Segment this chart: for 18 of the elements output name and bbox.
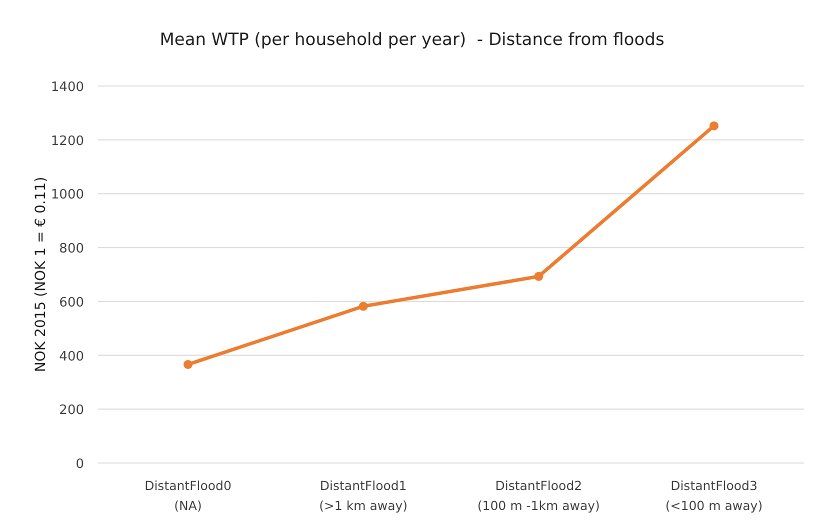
y-tick-label: 1200	[50, 134, 84, 149]
x-tick-label: DistantFlood2 (100 m -1km away)	[477, 478, 600, 513]
point	[710, 121, 718, 130]
y-tick-label: 800	[59, 242, 84, 257]
x-tick-label: DistantFlood0 (NA)	[144, 478, 232, 513]
point	[184, 360, 192, 369]
x-tick-label: DistantFlood1 (>1 km away)	[319, 478, 408, 513]
y-tick-label: 200	[59, 403, 84, 418]
x-tick-label: DistantFlood3 (<100 m away)	[665, 478, 763, 513]
y-tick-label: 1400	[50, 80, 84, 95]
y-tick-label: 1000	[50, 188, 84, 203]
y-tick-label: 0	[76, 457, 84, 472]
y-axis-title: NOK 2015 (NOK 1 = € 0.11)	[33, 176, 49, 372]
point	[358, 302, 368, 311]
point	[534, 272, 544, 281]
chart-title: Mean WTP (per household per year) - Distance from floods	[160, 30, 664, 50]
y-tick-label: 600	[59, 295, 84, 310]
y-tick-label: 400	[59, 349, 84, 364]
